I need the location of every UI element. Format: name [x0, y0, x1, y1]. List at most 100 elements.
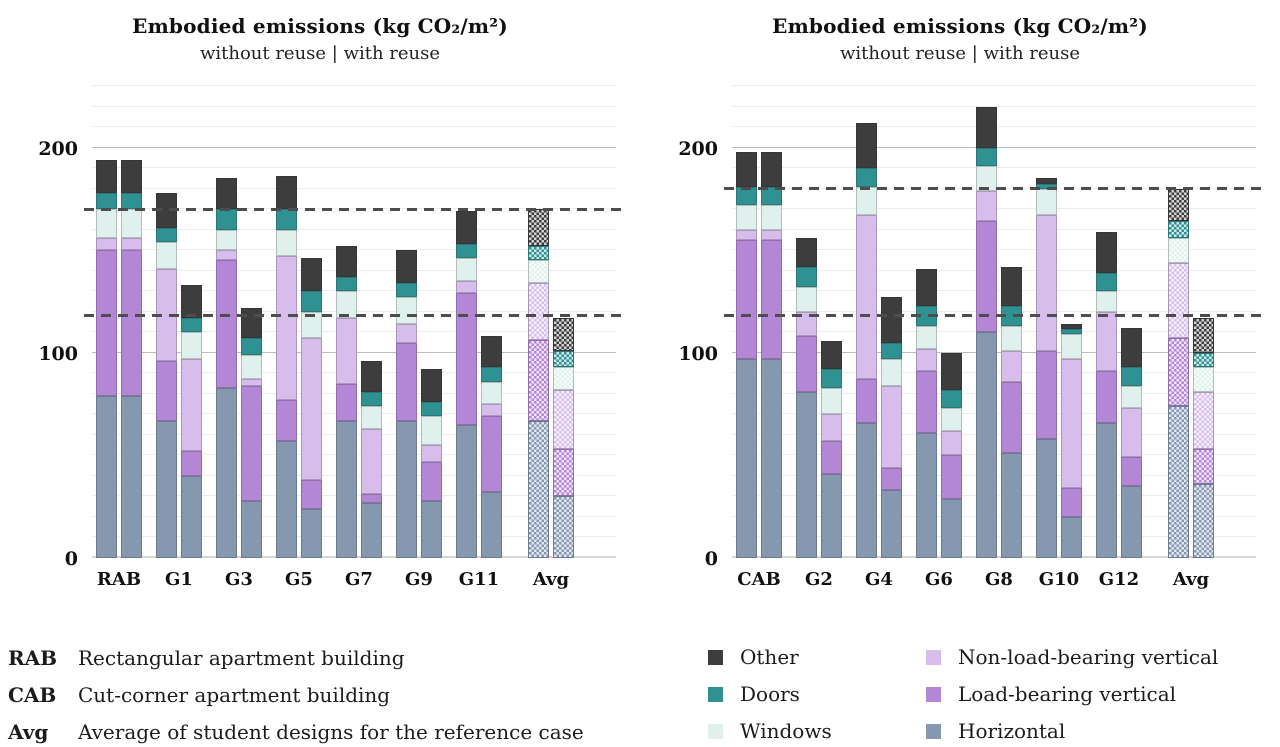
legend-label: Horizontal	[958, 719, 1066, 743]
bar-g4-without-reuse	[856, 122, 877, 558]
bar-group-g7: G7	[336, 246, 382, 590]
segment-doors	[156, 227, 177, 242]
x-axis-label-g8: G8	[985, 569, 1013, 590]
chart-subtitle: without reuse | with reuse	[839, 43, 1081, 64]
legend-swatch-horizontal	[926, 724, 941, 739]
bar-cab-with-reuse	[761, 151, 782, 558]
legend-swatch-other	[708, 650, 723, 665]
legend-label: Doors	[740, 682, 800, 706]
segment-load-bearing-vertical	[796, 336, 817, 392]
segment-doors	[941, 389, 962, 409]
segment-windows	[301, 311, 322, 339]
bars-layer: CAB G2 G4 G6 G8 G10 G12 Avg	[732, 86, 1256, 590]
segment-doors	[736, 186, 757, 206]
segment-windows	[216, 229, 237, 251]
segment-non-load-bearing-vertical	[856, 215, 877, 380]
segment-windows	[796, 287, 817, 312]
segment-horizontal	[421, 500, 442, 558]
segment-non-load-bearing-vertical	[528, 283, 549, 341]
segment-non-load-bearing-vertical	[941, 430, 962, 456]
average-reference-line	[724, 314, 1268, 318]
segment-windows	[361, 406, 382, 429]
segment-non-load-bearing-vertical	[761, 229, 782, 240]
segment-other	[528, 209, 549, 247]
gridline	[92, 228, 616, 230]
segment-horizontal	[121, 395, 142, 558]
segment-horizontal	[396, 420, 417, 558]
bars-layer: RAB G1 G3 G5 G7 G9 G11 Avg	[92, 86, 616, 590]
segment-other	[1193, 317, 1214, 353]
segment-load-bearing-vertical	[761, 239, 782, 359]
footnote-cab: CAB Cut-corner apartment building	[8, 683, 640, 707]
bar-group-g4: G4	[856, 122, 902, 590]
segment-load-bearing-vertical	[1193, 449, 1214, 485]
footnote-rab: RAB Rectangular apartment building	[8, 646, 640, 670]
chart-subtitle: without reuse | with reuse	[199, 43, 441, 64]
bar-g11-without-reuse	[456, 211, 477, 558]
segment-non-load-bearing-vertical	[1001, 350, 1022, 382]
segment-windows	[456, 258, 477, 281]
segment-non-load-bearing-vertical	[916, 348, 937, 372]
segment-other	[481, 336, 502, 368]
segment-load-bearing-vertical	[1001, 381, 1022, 454]
bar-group-g12: G12	[1096, 231, 1142, 590]
segment-doors	[796, 266, 817, 288]
segment-windows	[156, 242, 177, 269]
bar-g9-without-reuse	[396, 250, 417, 558]
segment-doors	[553, 350, 574, 368]
x-axis-label-g5: G5	[285, 569, 313, 590]
segment-horizontal	[1096, 422, 1117, 558]
legend: Other Doors Windows Non-load-bearing ver…	[640, 646, 1280, 747]
plot-area-cab: 0 100 200 CAB G2 G4 G6 G8 G10 G12 Avg	[678, 85, 1268, 590]
segment-windows	[481, 381, 502, 405]
segment-horizontal	[1193, 484, 1214, 558]
x-axis-label-avg: Avg	[1172, 569, 1210, 590]
x-axis-label-g4: G4	[865, 569, 893, 590]
chart-title: Embodied emissions (kg CO₂/m²)	[772, 14, 1148, 38]
segment-load-bearing-vertical	[976, 221, 997, 333]
segment-windows	[761, 205, 782, 230]
gridline	[92, 126, 616, 128]
segment-windows	[96, 209, 117, 238]
segment-non-load-bearing-vertical	[216, 250, 237, 261]
segment-doors	[421, 402, 442, 417]
bar-g6-with-reuse	[941, 352, 962, 558]
segment-other	[121, 159, 142, 193]
y-axis-tick-200: 200	[678, 137, 718, 160]
segment-non-load-bearing-vertical	[881, 385, 902, 468]
legend-item-windows: Windows	[708, 720, 926, 743]
segment-doors	[181, 317, 202, 333]
segment-non-load-bearing-vertical	[796, 311, 817, 337]
bar-group-g6: G6	[916, 268, 962, 590]
segment-horizontal	[916, 432, 937, 558]
segment-windows	[528, 260, 549, 284]
segment-other	[96, 159, 117, 193]
segment-load-bearing-vertical	[241, 385, 262, 501]
segment-doors	[276, 209, 297, 230]
legend-swatch-doors	[708, 687, 723, 702]
segment-load-bearing-vertical	[941, 455, 962, 499]
x-axis-label-g2: G2	[805, 569, 833, 590]
segment-horizontal	[1121, 486, 1142, 558]
footnote-description: Rectangular apartment building	[78, 646, 405, 670]
segment-horizontal	[553, 496, 574, 558]
bar-g1-without-reuse	[156, 192, 177, 558]
segment-windows	[821, 387, 842, 415]
segment-windows	[1001, 326, 1022, 351]
segment-horizontal	[1168, 406, 1189, 558]
bar-group-g2: G2	[796, 237, 842, 590]
segment-windows	[336, 291, 357, 318]
bar-g3-with-reuse	[241, 307, 262, 558]
segment-windows	[1096, 291, 1117, 312]
segment-other	[976, 106, 997, 148]
segment-non-load-bearing-vertical	[1096, 311, 1117, 372]
segment-windows	[916, 326, 937, 349]
legend-label: Other	[740, 645, 799, 669]
segment-horizontal	[181, 475, 202, 558]
legend-item-doors: Doors	[708, 683, 926, 706]
gridline	[732, 85, 1256, 86]
segment-horizontal	[481, 492, 502, 558]
bar-group-g3: G3	[216, 178, 262, 590]
segment-non-load-bearing-vertical	[396, 324, 417, 343]
segment-doors	[976, 147, 997, 167]
